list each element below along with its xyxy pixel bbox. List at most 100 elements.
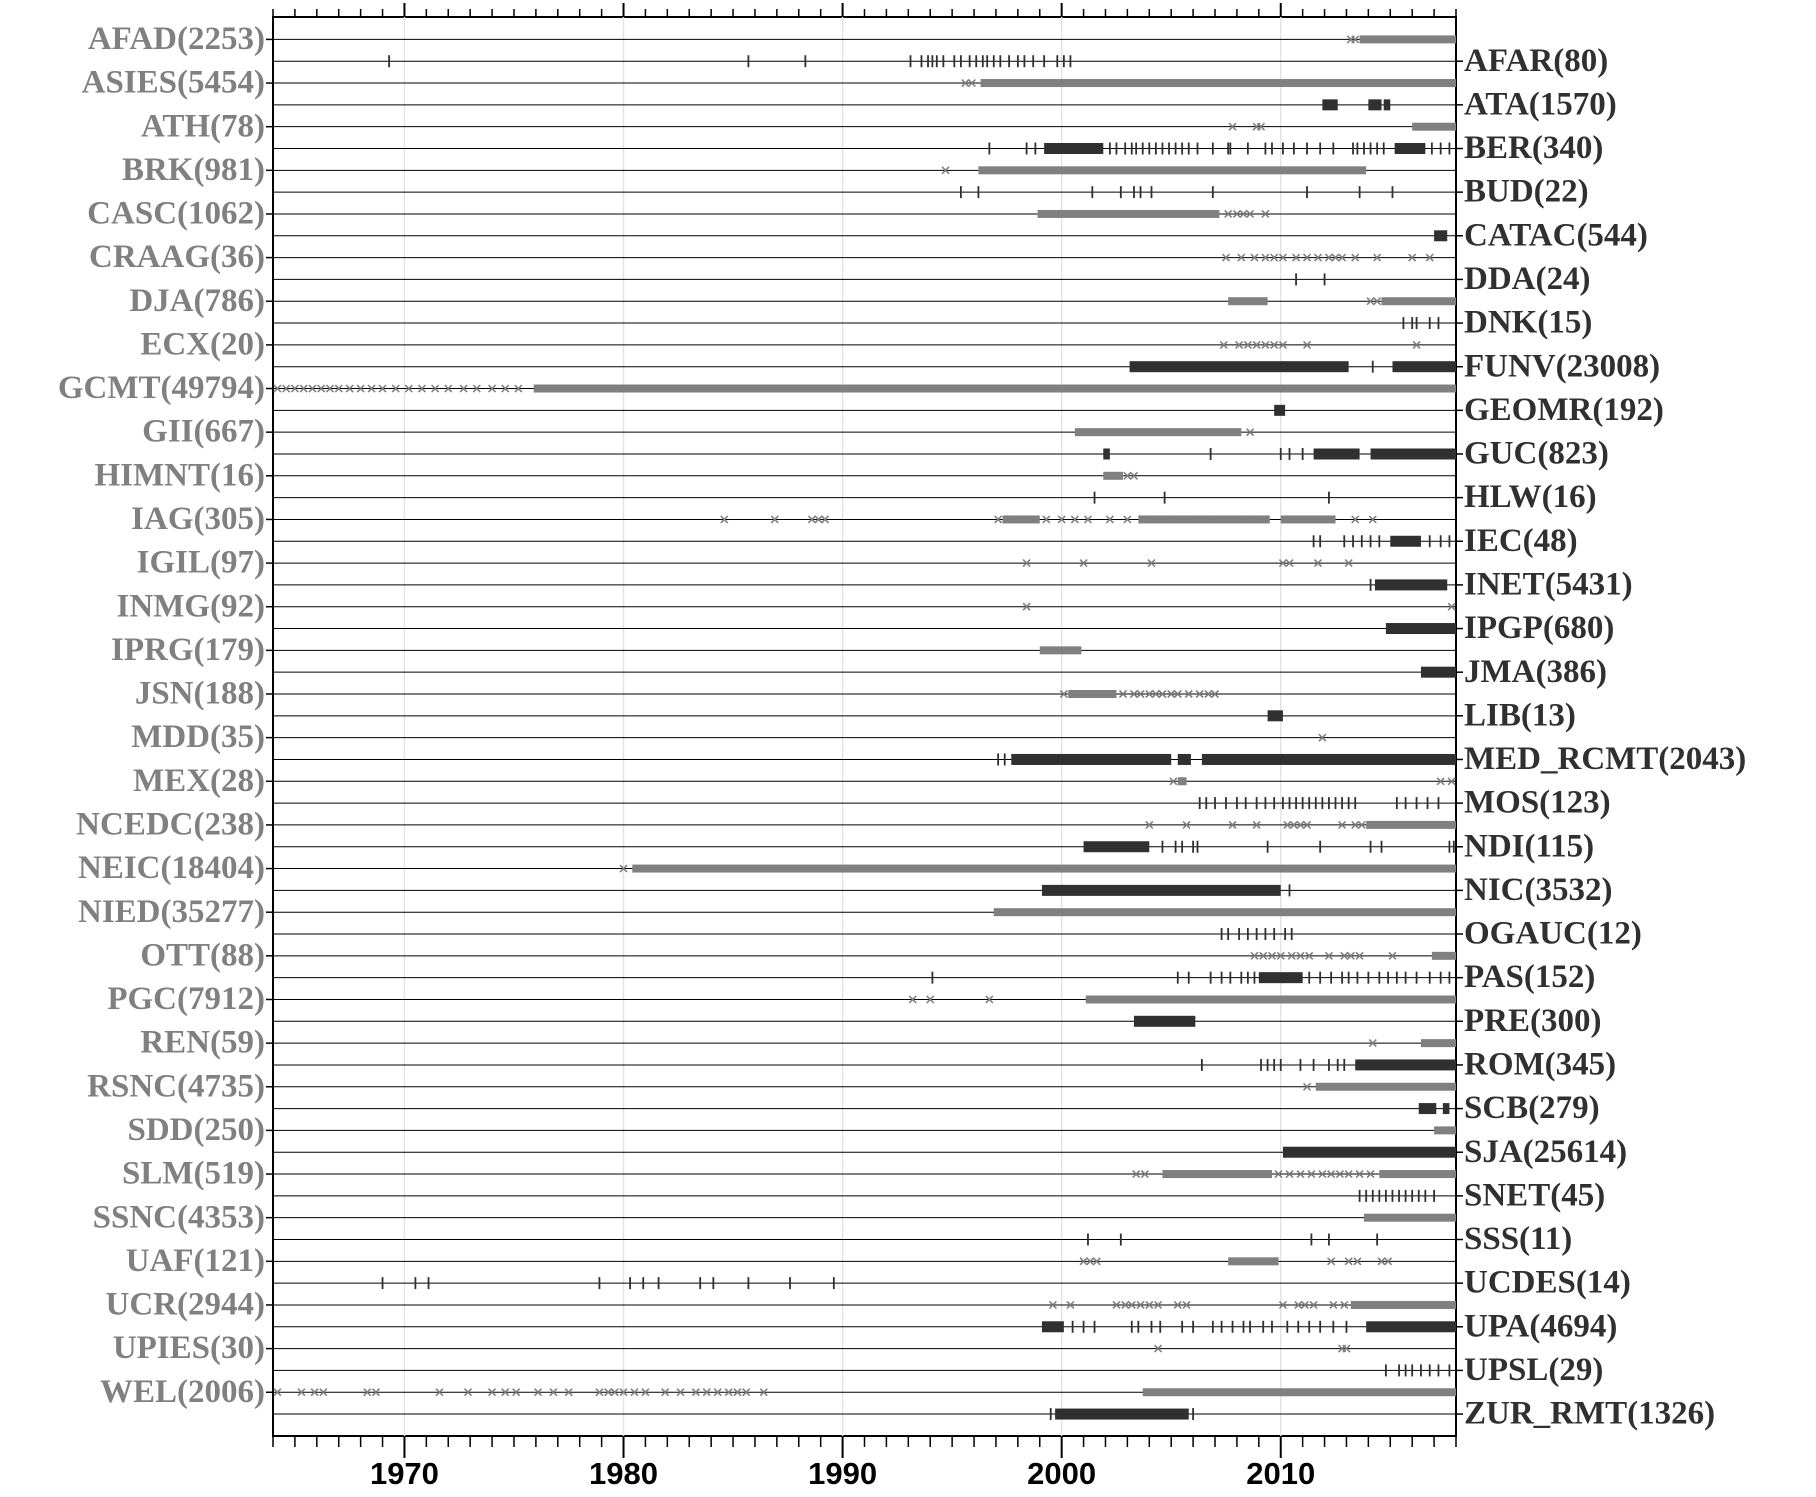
agency-label: OGAUC(12) [1464, 916, 1642, 952]
agency-label: NDI(115) [1464, 828, 1594, 864]
coverage-bar [1366, 820, 1456, 829]
agency-label: ASIES(5454) [82, 65, 265, 101]
event-marker [534, 1388, 543, 1397]
event-marker [1057, 515, 1066, 524]
event-marker [1151, 689, 1160, 699]
agency-label: PAS(152) [1464, 959, 1595, 995]
coverage-bar [1103, 471, 1124, 480]
event-marker [273, 384, 282, 393]
event-marker [1246, 428, 1255, 437]
event-marker [1129, 471, 1139, 480]
x-tick-label: 2000 [1027, 1456, 1096, 1491]
agency-label: CRAAG(36) [89, 239, 265, 275]
coverage-bar [1129, 361, 1349, 373]
agency-label: DJA(786) [129, 283, 265, 319]
event-marker [1029, 515, 1038, 524]
event-marker [1138, 515, 1147, 524]
coverage-bar [1381, 297, 1456, 306]
agency-label: JMA(386) [1464, 654, 1607, 690]
event-marker [713, 1388, 722, 1397]
agency-label: MED_RCMT(2043) [1464, 741, 1746, 777]
event-marker [501, 384, 510, 393]
agency-label: GCMT(49794) [58, 370, 265, 406]
event-marker [1129, 689, 1139, 699]
event-marker [1436, 777, 1445, 786]
coverage-bar [1177, 753, 1191, 765]
event-marker [1195, 689, 1204, 699]
event-marker [1344, 559, 1353, 568]
event-marker [1278, 1300, 1287, 1310]
event-marker [1092, 1257, 1101, 1266]
agency-label: SJA(25614) [1464, 1134, 1627, 1170]
coverage-bar [993, 908, 1456, 917]
event-marker [1318, 1169, 1327, 1179]
event-marker [619, 1388, 628, 1397]
event-marker [676, 1388, 685, 1397]
event-marker [319, 1388, 328, 1397]
event-marker [908, 995, 917, 1004]
event-marker [1235, 340, 1244, 349]
event-marker [1221, 515, 1231, 524]
event-marker [1373, 253, 1382, 262]
event-marker [1121, 1300, 1130, 1310]
event-marker [1270, 253, 1279, 262]
x-tick-label: 1990 [808, 1456, 877, 1491]
event-marker [1204, 689, 1213, 699]
agency-label: LIB(13) [1464, 697, 1576, 733]
event-marker [1261, 209, 1270, 219]
event-marker [1285, 1169, 1294, 1179]
event-marker [1259, 951, 1268, 960]
event-marker [619, 864, 628, 873]
event-marker [1246, 209, 1255, 219]
event-marker [299, 384, 308, 393]
event-marker [1283, 820, 1292, 829]
event-marker [444, 384, 453, 393]
event-marker [1296, 1169, 1305, 1179]
agency-label: ECX(20) [140, 326, 265, 362]
event-marker [1147, 559, 1156, 568]
event-marker [1261, 253, 1270, 262]
event-marker [371, 1388, 381, 1397]
event-marker [1079, 559, 1088, 568]
event-marker [404, 384, 413, 393]
coverage-bar [1138, 515, 1270, 524]
coverage-bar [1434, 230, 1448, 242]
coverage-bar [1355, 1059, 1456, 1071]
event-marker [1228, 820, 1237, 829]
event-marker [290, 384, 299, 393]
coverage-bar [1412, 122, 1456, 131]
event-marker [1338, 820, 1347, 829]
event-marker [1366, 297, 1375, 306]
event-marker [463, 1388, 473, 1397]
event-marker [472, 384, 481, 393]
agency-label: UPA(4694) [1464, 1308, 1617, 1344]
event-marker [1278, 559, 1287, 568]
event-marker [961, 78, 970, 88]
agency-label: SSNC(4353) [93, 1199, 265, 1235]
agency-label: AFAR(80) [1464, 43, 1608, 79]
event-marker [1136, 1300, 1145, 1310]
event-marker [1357, 820, 1366, 829]
agency-label: GUC(823) [1464, 436, 1609, 472]
agency-label: IAG(305) [131, 501, 265, 537]
agency-label: MEX(28) [133, 763, 265, 799]
event-marker [1256, 122, 1266, 131]
coverage-bar [1258, 972, 1303, 984]
agency-label: UAF(121) [126, 1243, 265, 1279]
event-marker [1327, 1257, 1336, 1266]
event-marker [1210, 689, 1220, 699]
event-marker [1313, 253, 1323, 262]
event-marker [459, 384, 468, 393]
coverage-bar [1368, 99, 1382, 111]
coverage-bar [1280, 515, 1336, 524]
event-marker [297, 1388, 306, 1397]
agency-label: GII(667) [142, 414, 265, 450]
event-marker [1300, 1300, 1309, 1310]
agency-label: NCEDC(238) [76, 806, 265, 842]
event-marker [661, 1388, 670, 1397]
event-marker [1105, 515, 1114, 524]
event-marker [317, 384, 326, 393]
coverage-bar [1390, 535, 1421, 547]
event-marker [273, 1388, 282, 1397]
coverage-bar [1133, 1015, 1196, 1027]
